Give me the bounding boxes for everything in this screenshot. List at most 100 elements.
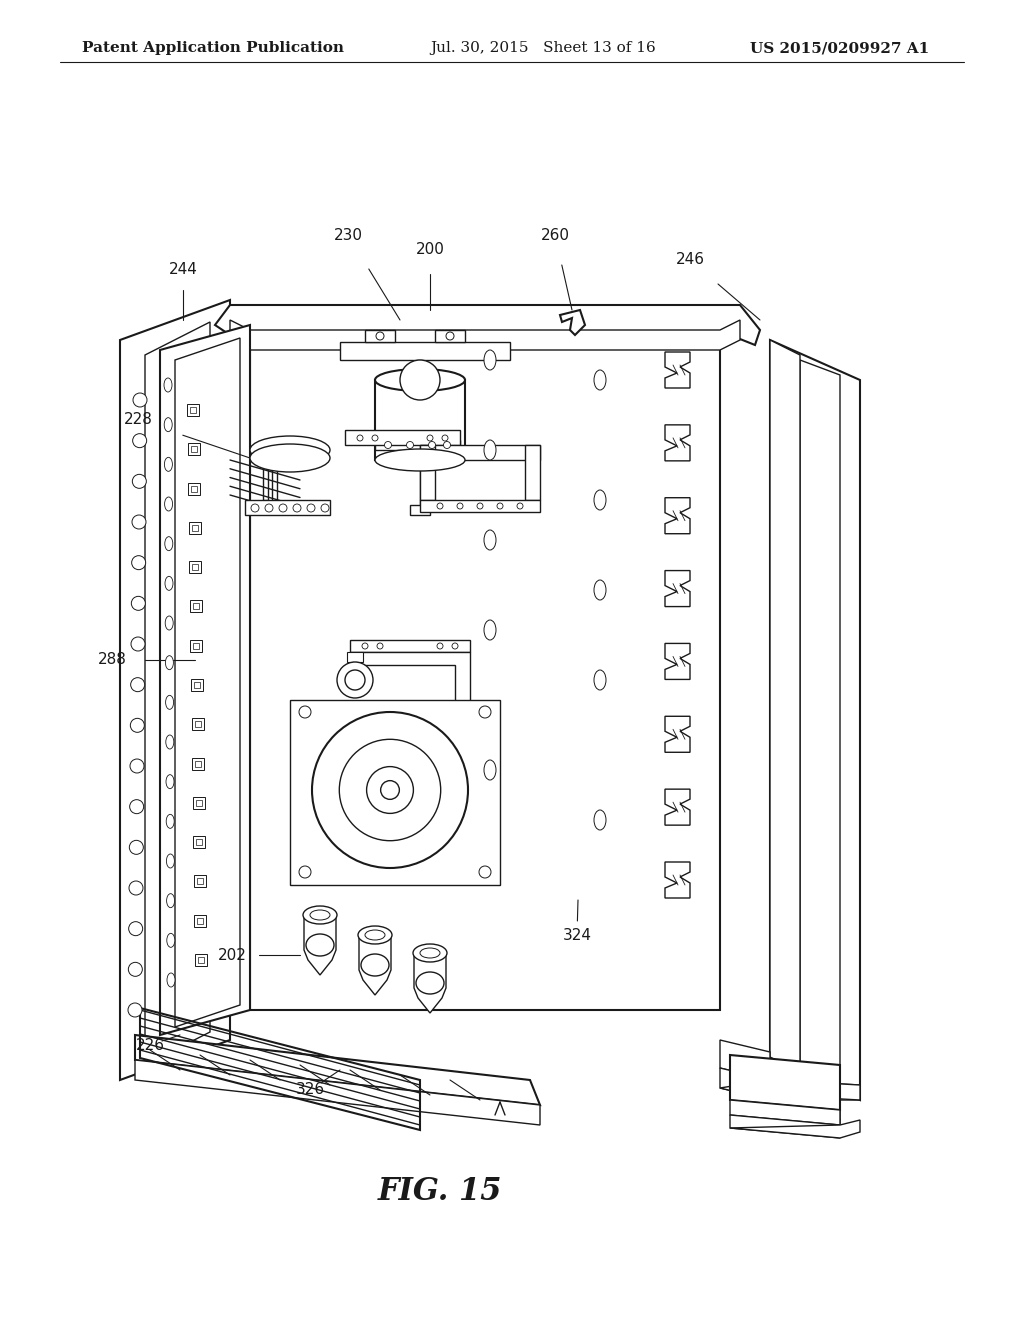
Circle shape	[384, 441, 391, 449]
Circle shape	[442, 436, 449, 441]
Circle shape	[307, 504, 315, 512]
Circle shape	[452, 643, 458, 649]
Ellipse shape	[594, 490, 606, 510]
Circle shape	[428, 441, 435, 449]
Polygon shape	[347, 652, 362, 663]
Ellipse shape	[165, 537, 173, 550]
Ellipse shape	[375, 449, 465, 471]
Polygon shape	[250, 341, 720, 1010]
Polygon shape	[197, 840, 203, 845]
Polygon shape	[365, 330, 395, 342]
Polygon shape	[350, 652, 470, 710]
Polygon shape	[800, 360, 840, 1090]
Polygon shape	[665, 789, 690, 825]
Circle shape	[517, 503, 523, 510]
Ellipse shape	[484, 350, 496, 370]
Ellipse shape	[303, 906, 337, 924]
Polygon shape	[189, 561, 202, 573]
Ellipse shape	[167, 894, 175, 908]
Polygon shape	[188, 521, 201, 533]
Circle shape	[129, 880, 143, 895]
Ellipse shape	[420, 948, 440, 958]
Polygon shape	[770, 1060, 840, 1105]
Polygon shape	[350, 640, 470, 652]
Polygon shape	[420, 500, 540, 512]
Ellipse shape	[166, 735, 174, 748]
Circle shape	[377, 643, 383, 649]
Polygon shape	[290, 700, 500, 884]
Ellipse shape	[484, 440, 496, 459]
Polygon shape	[230, 319, 740, 350]
Text: 226: 226	[135, 1038, 165, 1052]
Polygon shape	[435, 330, 465, 342]
Circle shape	[337, 663, 373, 698]
Polygon shape	[770, 1080, 840, 1119]
Circle shape	[446, 333, 454, 341]
Circle shape	[479, 866, 490, 878]
Polygon shape	[665, 352, 690, 388]
Polygon shape	[420, 445, 435, 500]
Ellipse shape	[165, 616, 173, 630]
Ellipse shape	[306, 935, 334, 956]
Ellipse shape	[361, 954, 389, 975]
Polygon shape	[720, 1080, 860, 1100]
Ellipse shape	[164, 378, 172, 392]
Ellipse shape	[594, 370, 606, 389]
Polygon shape	[193, 797, 205, 809]
Text: 230: 230	[334, 227, 362, 243]
Polygon shape	[194, 682, 200, 688]
Polygon shape	[560, 310, 585, 335]
Polygon shape	[272, 442, 278, 502]
Polygon shape	[135, 1060, 540, 1125]
Polygon shape	[215, 305, 760, 345]
Polygon shape	[720, 1068, 770, 1100]
Polygon shape	[191, 678, 203, 690]
Polygon shape	[198, 957, 204, 964]
Circle shape	[477, 503, 483, 510]
Circle shape	[133, 393, 147, 407]
Polygon shape	[198, 917, 204, 924]
Polygon shape	[770, 1096, 840, 1130]
Circle shape	[443, 441, 451, 449]
Circle shape	[427, 436, 433, 441]
Circle shape	[132, 556, 145, 570]
Circle shape	[357, 436, 362, 441]
Polygon shape	[730, 1100, 840, 1125]
Ellipse shape	[594, 810, 606, 830]
Ellipse shape	[310, 909, 330, 920]
Ellipse shape	[358, 927, 392, 944]
Text: 326: 326	[296, 1082, 325, 1097]
Polygon shape	[410, 506, 430, 515]
Polygon shape	[245, 500, 330, 515]
Circle shape	[367, 767, 414, 813]
Polygon shape	[135, 1035, 540, 1105]
Polygon shape	[194, 643, 200, 648]
Circle shape	[251, 504, 259, 512]
Circle shape	[457, 503, 463, 510]
Polygon shape	[730, 1055, 840, 1110]
Polygon shape	[193, 564, 199, 570]
Polygon shape	[190, 640, 203, 652]
Polygon shape	[665, 717, 690, 752]
Text: 324: 324	[562, 928, 592, 942]
Circle shape	[299, 706, 311, 718]
Circle shape	[345, 671, 365, 690]
Text: 244: 244	[169, 263, 198, 277]
Ellipse shape	[365, 931, 385, 940]
Polygon shape	[189, 601, 202, 612]
Polygon shape	[193, 603, 199, 610]
Polygon shape	[263, 445, 268, 500]
Text: Jul. 30, 2015   Sheet 13 of 16: Jul. 30, 2015 Sheet 13 of 16	[430, 41, 655, 55]
Polygon shape	[340, 342, 510, 360]
Polygon shape	[188, 483, 200, 495]
Text: US 2015/0209927 A1: US 2015/0209927 A1	[750, 41, 929, 55]
Ellipse shape	[484, 620, 496, 640]
Ellipse shape	[250, 436, 330, 465]
Ellipse shape	[164, 417, 172, 432]
Polygon shape	[414, 953, 446, 1012]
Polygon shape	[770, 341, 860, 1100]
Polygon shape	[196, 800, 202, 805]
Circle shape	[131, 677, 144, 692]
Text: FIG. 15: FIG. 15	[378, 1176, 502, 1208]
Polygon shape	[194, 875, 206, 887]
